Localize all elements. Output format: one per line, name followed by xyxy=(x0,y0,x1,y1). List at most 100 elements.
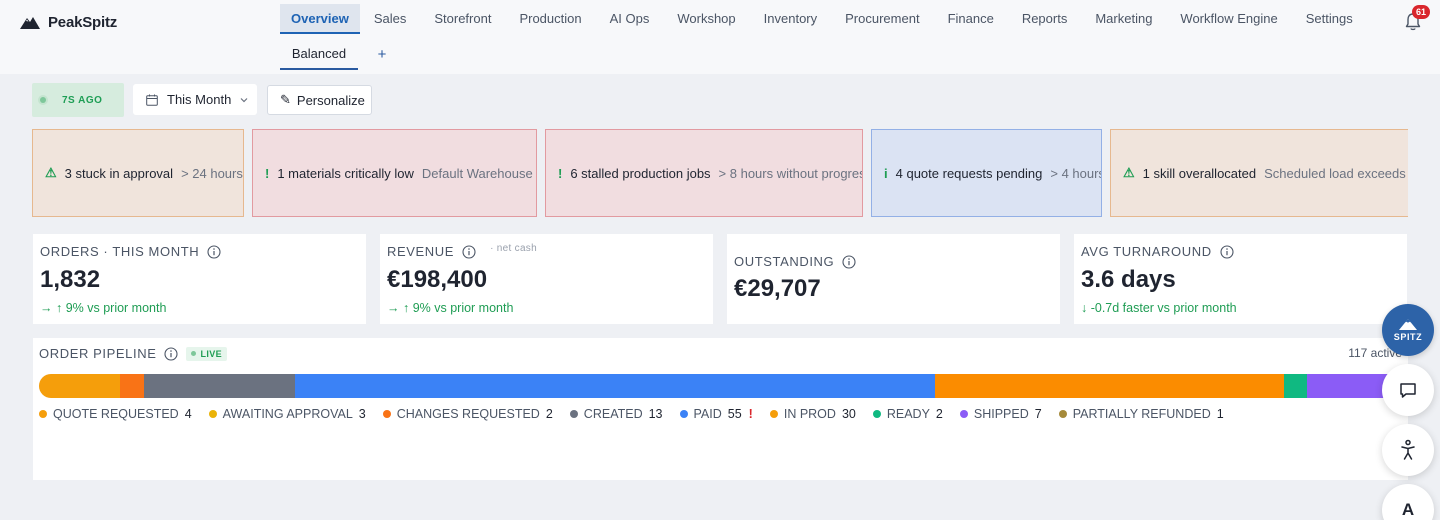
legend-item[interactable]: PARTIALLY REFUNDED 1 xyxy=(1058,407,1224,421)
legend-item[interactable]: PAID 55! xyxy=(679,407,753,421)
kpi-label-text: OUTSTANDING xyxy=(734,254,835,269)
nav-workshop[interactable]: Workshop xyxy=(677,11,736,26)
warning-icon: ⚠ xyxy=(1123,165,1135,180)
pipeline-segment[interactable] xyxy=(39,374,87,398)
personalize-button[interactable]: ✎ Personalize xyxy=(267,85,372,115)
date-range-select[interactable]: This Month xyxy=(133,84,257,115)
nav-marketing[interactable]: Marketing xyxy=(1095,11,1153,26)
alert-detail: Scheduled load exceeds quo xyxy=(1264,165,1408,181)
alert-message: 6 stalled production jobs xyxy=(570,165,711,181)
nav-settings[interactable]: Settings xyxy=(1305,11,1353,26)
kpi-delta: → ↑ 9% vs prior month xyxy=(387,301,514,315)
pipeline-segment[interactable] xyxy=(294,374,936,398)
legend-item[interactable]: AWAITING APPROVAL 3 xyxy=(208,407,366,421)
legend-item[interactable]: READY 2 xyxy=(872,407,943,421)
info-icon[interactable] xyxy=(164,346,179,361)
kpi-label: OUTSTANDING xyxy=(734,254,856,269)
warning-mark: ! xyxy=(748,407,753,421)
pipeline-segment[interactable] xyxy=(143,374,296,398)
accessibility-button[interactable] xyxy=(1382,424,1434,476)
nav-overview[interactable]: Overview xyxy=(280,4,360,34)
notification-badge: 61 xyxy=(1412,5,1430,19)
legend-item[interactable]: QUOTE REQUESTED 4 xyxy=(39,407,192,421)
legend-label: PAID xyxy=(693,407,722,421)
kpi-label-text: AVG TURNAROUND xyxy=(1081,244,1212,259)
nav-storefront[interactable]: Storefront xyxy=(434,11,492,26)
legend-count: 2 xyxy=(545,407,553,421)
pipeline-segment[interactable] xyxy=(1306,374,1389,398)
alert-message: 3 stuck in approval xyxy=(64,165,174,181)
kpi-value: 1,832 xyxy=(40,266,101,293)
nav-ai-ops[interactable]: AI Ops xyxy=(609,11,650,26)
legend-swatch xyxy=(382,410,391,418)
info-icon[interactable] xyxy=(1220,244,1234,259)
alert-card[interactable]: ! 1 materials critically low Default War… xyxy=(252,129,537,217)
kpi-value: €198,400 xyxy=(387,266,488,293)
legend-swatch xyxy=(1058,410,1067,418)
kpi-card-revenue: REVENUE · net cash €198,400 → ↑ 9% vs pr… xyxy=(380,234,713,324)
alert-card[interactable]: i 4 quote requests pending > 4 hours xyxy=(871,129,1102,217)
legend-swatch xyxy=(959,410,968,418)
alert-detail: > 8 hours without progress xyxy=(718,165,863,181)
alert-card[interactable]: ! 6 stalled production jobs > 8 hours wi… xyxy=(545,129,863,217)
nav-reports[interactable]: Reports xyxy=(1021,11,1068,26)
kpi-value: €29,707 xyxy=(734,275,821,302)
legend-item[interactable]: SHIPPED 7 xyxy=(959,407,1042,421)
legend-label: AWAITING APPROVAL xyxy=(222,407,353,421)
kpi-value: 3.6 days xyxy=(1081,266,1176,293)
live-dot xyxy=(191,351,197,356)
pipeline-segment[interactable] xyxy=(120,374,145,398)
font-size-button[interactable]: A xyxy=(1382,484,1434,520)
legend-label: READY xyxy=(886,407,930,421)
alert-card[interactable]: ⚠ 1 skill overallocated Scheduled load e… xyxy=(1110,129,1408,217)
nav-production[interactable]: Production xyxy=(519,11,582,26)
info-icon[interactable] xyxy=(462,244,476,259)
kpi-note: · net cash xyxy=(490,243,537,254)
nav-sales[interactable]: Sales xyxy=(373,11,407,26)
exclamation-icon: ! xyxy=(558,165,563,181)
legend-swatch xyxy=(679,410,688,418)
legend-item[interactable]: CHANGES REQUESTED 2 xyxy=(382,407,553,421)
pipeline-segment[interactable] xyxy=(934,374,1285,398)
calendar-icon xyxy=(146,94,158,106)
status-dot xyxy=(40,97,46,103)
alert-card[interactable]: ⚠ 3 stuck in approval > 24 hours xyxy=(32,129,244,217)
legend-count: 4 xyxy=(184,407,192,421)
nav-procurement[interactable]: Procurement xyxy=(845,11,920,26)
kpi-label: REVENUE · net cash xyxy=(387,243,537,259)
legend-item[interactable]: CREATED 13 xyxy=(569,407,663,421)
chat-button[interactable] xyxy=(1382,364,1434,416)
nav-finance[interactable]: Finance xyxy=(947,11,994,26)
live-label: LIVE xyxy=(200,348,223,359)
refresh-status-label: 7S AGO xyxy=(62,94,103,106)
main-nav: Overview Sales Storefront Production AI … xyxy=(280,4,1367,34)
kpi-card-avg-turnaround: AVG TURNAROUND 3.6 days ↓ -0.7d faster v… xyxy=(1074,234,1407,324)
pipeline-title-text: ORDER PIPELINE xyxy=(39,346,157,361)
pipeline-active-count: 117 active xyxy=(1348,346,1402,360)
kpi-delta: → ↑ 9% vs prior month xyxy=(40,301,167,315)
tab-balanced[interactable]: Balanced xyxy=(280,38,358,70)
add-tab-button[interactable]: + xyxy=(377,45,387,63)
info-icon[interactable] xyxy=(207,244,221,259)
pipeline-segment[interactable] xyxy=(85,374,121,398)
spitz-assistant-button[interactable]: SPITZ xyxy=(1382,304,1434,356)
legend-count: 1 xyxy=(1216,407,1224,421)
legend-swatch xyxy=(769,410,778,418)
kpi-card-orders: ORDERS · THIS MONTH 1,832 → ↑ 9% vs prio… xyxy=(33,234,366,324)
kpi-label: AVG TURNAROUND xyxy=(1081,244,1234,259)
legend-count: 30 xyxy=(841,407,856,421)
kpi-label: ORDERS · THIS MONTH xyxy=(40,244,221,259)
kpi-label-text: REVENUE xyxy=(387,244,455,259)
app-logo[interactable]: PeakSpitz xyxy=(20,12,117,32)
legend-swatch xyxy=(569,410,578,418)
legend-count: 2 xyxy=(935,407,943,421)
nav-inventory[interactable]: Inventory xyxy=(763,11,818,26)
legend-item[interactable]: IN PROD 30 xyxy=(769,407,856,421)
nav-workflow-engine[interactable]: Workflow Engine xyxy=(1180,11,1278,26)
pipeline-segment[interactable] xyxy=(1283,374,1308,398)
info-icon[interactable] xyxy=(842,254,856,269)
live-badge: LIVE xyxy=(186,346,228,361)
legend-label: PARTIALLY REFUNDED xyxy=(1072,407,1211,421)
legend-label: CREATED xyxy=(583,407,643,421)
warning-icon: ⚠ xyxy=(45,165,57,180)
